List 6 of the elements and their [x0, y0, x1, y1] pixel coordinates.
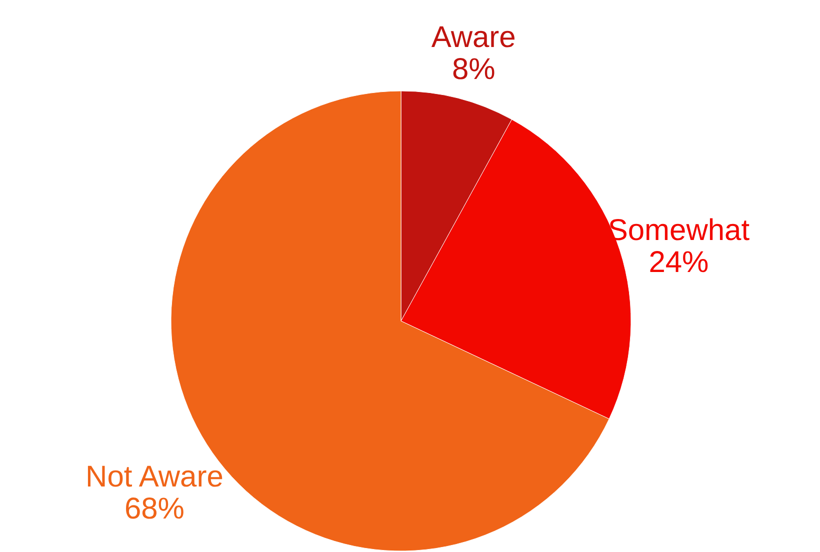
- slice-label: Somewhat: [608, 214, 750, 247]
- data-label: 24%: [648, 246, 709, 279]
- data-label: 8%: [452, 53, 496, 86]
- slice-label: Aware: [431, 21, 516, 54]
- slice-label: Not Aware: [86, 460, 224, 494]
- data-label: 68%: [124, 492, 184, 526]
